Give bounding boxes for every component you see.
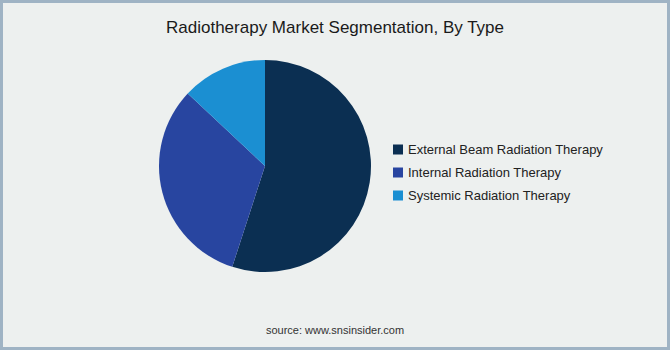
- svg-text:Internal Radiation Therapy: Internal Radiation Therapy: [408, 165, 561, 180]
- svg-text:source: www.snsinsider.com: source: www.snsinsider.com: [266, 324, 404, 336]
- svg-text:External Beam Radiation Therap: External Beam Radiation Therapy: [408, 142, 603, 157]
- svg-text:Systemic Radiation Therapy: Systemic Radiation Therapy: [408, 188, 571, 203]
- svg-text:Radiotherapy Market Segmentati: Radiotherapy Market Segmentation, By Typ…: [166, 18, 504, 37]
